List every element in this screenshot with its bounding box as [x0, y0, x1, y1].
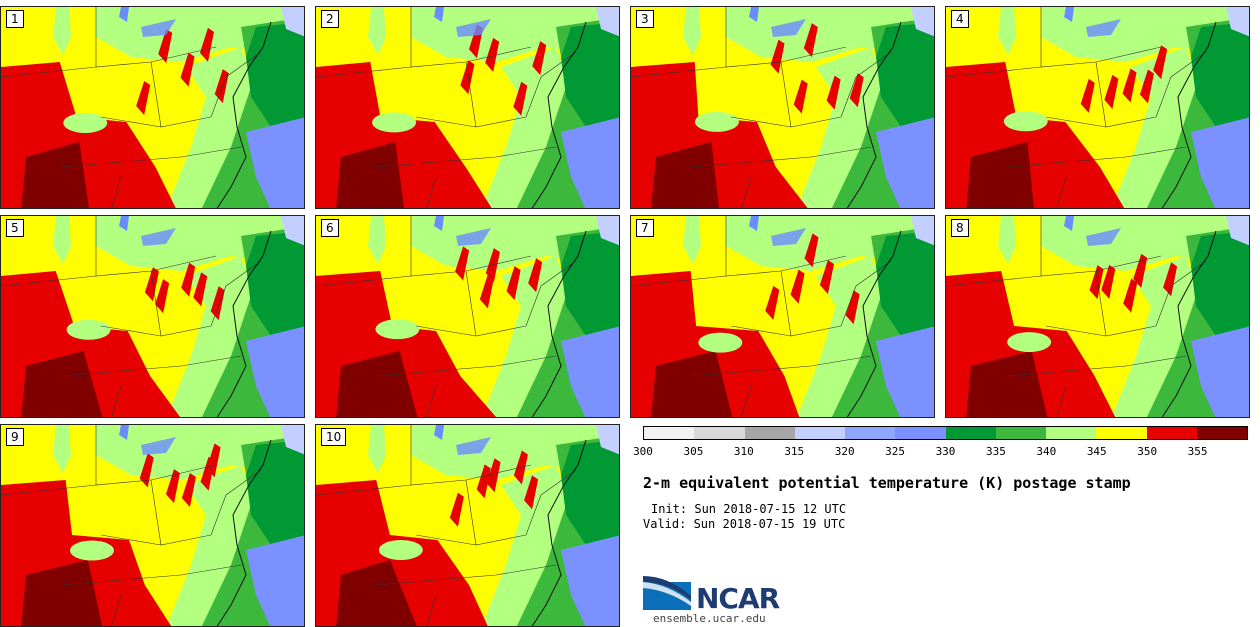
colorbar-swatch	[1096, 427, 1147, 439]
colorbar-swatch	[845, 427, 896, 439]
colorbar-tick-label: 330	[935, 445, 956, 458]
member-number: 5	[6, 219, 24, 237]
member-panel-3: 3	[630, 6, 935, 209]
colorbar-tick-label: 320	[834, 445, 855, 458]
colorbar-tick-label: 315	[784, 445, 805, 458]
colorbar-swatch	[744, 427, 795, 439]
member-panel-7: 7	[630, 215, 935, 418]
colorbar	[643, 426, 1248, 440]
colorbar-tick-label: 325	[885, 445, 906, 458]
member-panel-4: 4	[945, 6, 1250, 209]
colorbar-tick-label: 310	[733, 445, 754, 458]
init-time: Init: Sun 2018-07-15 12 UTC	[651, 502, 847, 516]
colorbar-tick-label: 350	[1137, 445, 1158, 458]
member-panel-1: 1	[0, 6, 305, 209]
colorbar-tick-label: 355	[1187, 445, 1208, 458]
member-number: 9	[6, 428, 24, 446]
colorbar-ticks: 300 305 310 315 320 325 330 335 340 345 350 355	[633, 445, 1248, 459]
member-number: 3	[636, 10, 654, 28]
website-url: ensemble.ucar.edu	[653, 612, 766, 625]
colorbar-tick-label: 300	[633, 445, 653, 458]
colorbar-swatch	[895, 427, 946, 439]
member-panel-8: 8	[945, 215, 1250, 418]
member-number: 7	[636, 219, 654, 237]
ncar-logo-icon	[643, 576, 691, 610]
colorbar-swatch	[644, 427, 695, 439]
member-panel-9: 9	[0, 424, 305, 627]
member-number: 8	[951, 219, 969, 237]
member-number: 6	[321, 219, 339, 237]
colorbar-swatch	[694, 427, 745, 439]
colorbar-swatch	[1046, 427, 1097, 439]
colorbar-swatch	[995, 427, 1046, 439]
colorbar-swatch	[1196, 427, 1247, 439]
member-panel-6: 6	[315, 215, 620, 418]
member-number: 4	[951, 10, 969, 28]
member-panel-10: 10	[315, 424, 620, 627]
colorbar-tick-label: 305	[683, 445, 704, 458]
member-number: 10	[321, 428, 347, 446]
figure-title: 2-m equivalent potential temperature (K)…	[643, 474, 1131, 492]
colorbar-swatch	[794, 427, 845, 439]
colorbar-tick-label: 340	[1036, 445, 1057, 458]
member-panel-5: 5	[0, 215, 305, 418]
colorbar-tick-label: 345	[1086, 445, 1107, 458]
member-number: 1	[6, 10, 24, 28]
ncar-logo-text: NCAR	[696, 582, 780, 615]
member-number: 2	[321, 10, 339, 28]
colorbar-tick-label: 335	[985, 445, 1006, 458]
colorbar-swatch	[1146, 427, 1197, 439]
member-panel-2: 2	[315, 6, 620, 209]
colorbar-swatch	[945, 427, 996, 439]
valid-time: Valid: Sun 2018-07-15 19 UTC	[643, 517, 846, 531]
